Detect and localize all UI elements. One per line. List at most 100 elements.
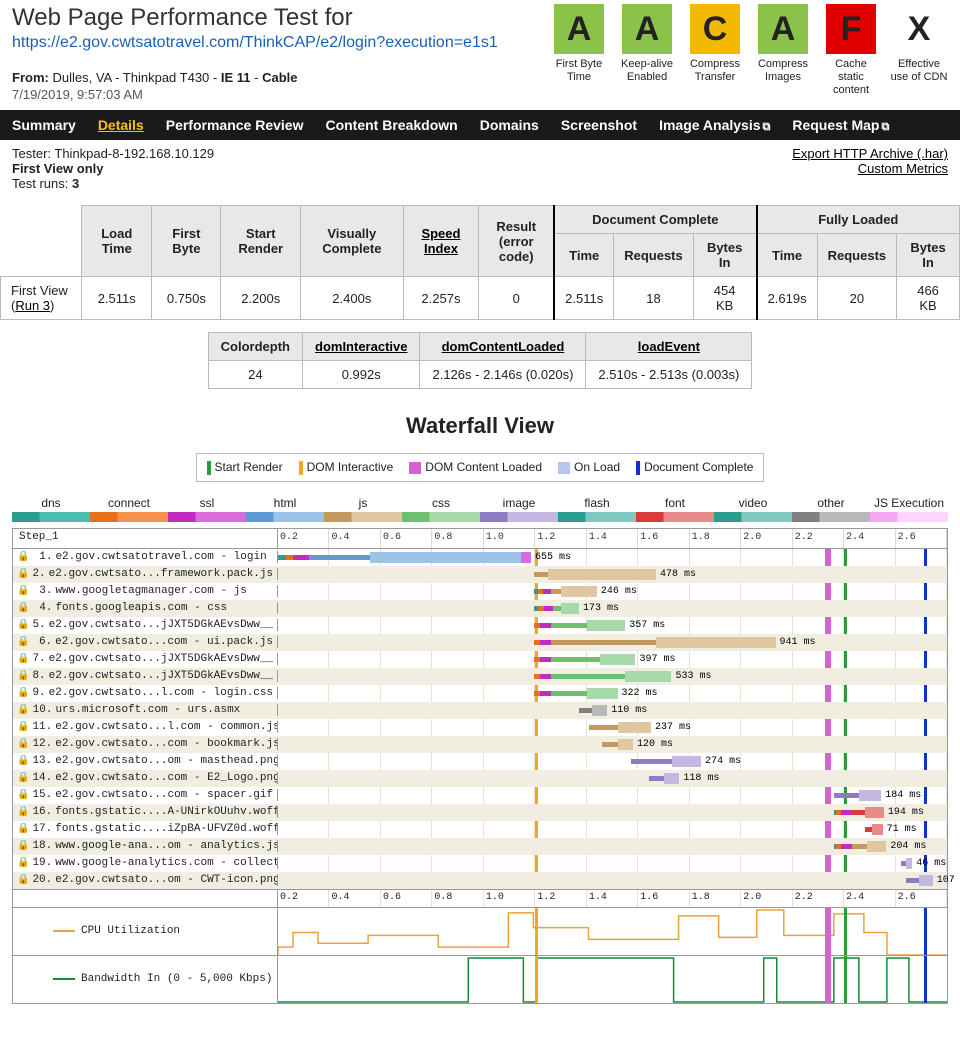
wf-segment: [370, 552, 520, 563]
dom-col: Colordepth: [208, 333, 302, 361]
wf-segment: [548, 569, 656, 580]
nav-performance-review[interactable]: Performance Review: [166, 117, 304, 133]
from-line: From: Dulles, VA - Thinkpad T430 - IE 11…: [12, 70, 550, 85]
nav-content-breakdown[interactable]: Content Breakdown: [325, 117, 457, 133]
type-label: ssl: [168, 496, 246, 510]
runs-line: Test runs: 3: [12, 176, 214, 191]
dom-col-link[interactable]: loadEvent: [638, 339, 700, 354]
waterfall-row-label: 🔒14. e2.gov.cwtsato...com - E2_Logo.png: [13, 772, 278, 784]
waterfall-row[interactable]: 🔒19. www.google-analytics.com - collect4…: [13, 855, 947, 872]
from-conn: Cable: [262, 70, 297, 85]
grade-compress-images[interactable]: ACompress Images: [754, 4, 812, 102]
cpu-label: CPU Utilization: [13, 908, 278, 955]
cpu-row: CPU Utilization: [13, 907, 947, 955]
waterfall-row-label: 🔒12. e2.gov.cwtsato...com - bookmark.js: [13, 738, 278, 750]
wf-segment: [625, 671, 671, 682]
waterfall-row[interactable]: 🔒4. fonts.googleapis.com - css173 ms: [13, 600, 947, 617]
nav-summary[interactable]: Summary: [12, 117, 76, 133]
nav-details[interactable]: Details: [98, 117, 144, 133]
dom-stats-wrap: Colordepth domInteractive domContentLoaded…: [0, 332, 960, 389]
grade-label: Effective use of CDN: [890, 58, 948, 84]
waterfall-row[interactable]: 🔒2. e2.gov.cwtsato...framework.pack.js47…: [13, 566, 947, 583]
wf-segment: [872, 824, 882, 835]
type-label: video: [714, 496, 792, 510]
stats-table: Load TimeFirst ByteStart RenderVisually …: [0, 205, 960, 320]
lock-icon: 🔒: [17, 840, 29, 852]
waterfall-row[interactable]: 🔒18. www.google-ana...om - analytics.js 2…: [13, 838, 947, 855]
grade-label: Compress Transfer: [686, 58, 744, 84]
lock-icon: 🔒: [17, 602, 29, 614]
wf-segment: [278, 555, 286, 560]
waterfall-row-label: 🔒8. e2.gov.cwtsato...jJXT5DGkAEvsDww__: [13, 670, 278, 682]
lock-icon: 🔒: [17, 636, 29, 648]
wf-segment: [286, 555, 294, 560]
type-label: image: [480, 496, 558, 510]
waterfall-row[interactable]: 🔒15. e2.gov.cwtsato...com - spacer.gif18…: [13, 787, 947, 804]
test-url-link[interactable]: https://e2.gov.cwtsatotravel.com/ThinkCA…: [12, 34, 498, 51]
wf-duration: 246 ms: [601, 586, 637, 597]
wf-segment: [551, 640, 656, 645]
wf-segment: [551, 674, 626, 679]
waterfall-row[interactable]: 🔒11. e2.gov.cwtsato...l.com - common.js2…: [13, 719, 947, 736]
doc-complete-hdr: Document Complete: [554, 206, 756, 234]
from-location: Dulles, VA - Thinkpad T430: [52, 70, 209, 85]
wf-segment: [841, 844, 851, 849]
waterfall-row[interactable]: 🔒10. urs.microsoft.com - urs.asmx110 ms: [13, 702, 947, 719]
wf-segment: [544, 606, 553, 611]
wf-segment: [589, 725, 617, 730]
type-ssl: ssl: [168, 496, 246, 522]
waterfall-row[interactable]: 🔒6. e2.gov.cwtsato...com - ui.pack.js941…: [13, 634, 947, 651]
run-link[interactable]: Run 3: [15, 298, 50, 313]
dom-col-link[interactable]: domContentLoaded: [442, 339, 565, 354]
wf-segment: [672, 756, 702, 767]
type-other: other: [792, 496, 870, 522]
legend-dom-interactive: DOM Interactive: [299, 460, 394, 475]
wf-duration: 204 ms: [890, 841, 926, 852]
nav-screenshot[interactable]: Screenshot: [561, 117, 637, 133]
nav-domains[interactable]: Domains: [480, 117, 539, 133]
grade-compress-transfer[interactable]: CCompress Transfer: [686, 4, 744, 102]
waterfall-row[interactable]: 🔒1. e2.gov.cwtsatotravel.com - login655 …: [13, 549, 947, 566]
grade-label: Cache static content: [822, 58, 880, 98]
tick: 1.8: [690, 529, 741, 548]
grade-keep-alive-enabled[interactable]: AKeep-alive Enabled: [618, 4, 676, 102]
nav-request-map[interactable]: Request Map⧉: [792, 117, 889, 134]
grade-label: Keep-alive Enabled: [618, 58, 676, 84]
wf-segment: [618, 739, 633, 750]
waterfall-row[interactable]: 🔒14. e2.gov.cwtsato...com - E2_Logo.png1…: [13, 770, 947, 787]
nav-image-analysis[interactable]: Image Analysis⧉: [659, 117, 770, 134]
wf-segment: [551, 623, 587, 628]
waterfall-row[interactable]: 🔒13. e2.gov.cwtsato...om - masthead.png2…: [13, 753, 947, 770]
stats-col: Requests: [817, 234, 897, 277]
waterfall-row[interactable]: 🔒3. www.googletagmanager.com - js246 ms: [13, 583, 947, 600]
wf-segment: [919, 875, 933, 886]
waterfall-row[interactable]: 🔒8. e2.gov.cwtsato...jJXT5DGkAEvsDww__53…: [13, 668, 947, 685]
speed-index-link[interactable]: Speed Index: [421, 226, 460, 256]
grade-first-byte-time[interactable]: AFirst Byte Time: [550, 4, 608, 102]
waterfall-row[interactable]: 🔒20. e2.gov.cwtsato...om - CWT-icon.png1…: [13, 872, 947, 889]
legend-dom-content-loaded: DOM Content Loaded: [409, 460, 542, 474]
waterfall-row-label: 🔒18. www.google-ana...om - analytics.js: [13, 840, 278, 852]
stats-cell: 2.619s: [757, 277, 818, 320]
export-har-link[interactable]: Export HTTP Archive (.har): [792, 146, 948, 161]
waterfall-row[interactable]: 🔒16. fonts.gstatic....A-UNirkOUuhv.woff1…: [13, 804, 947, 821]
waterfall-row[interactable]: 🔒7. e2.gov.cwtsato...jJXT5DGkAEvsDww__39…: [13, 651, 947, 668]
waterfall-row[interactable]: 🔒9. e2.gov.cwtsato...l.com - login.css32…: [13, 685, 947, 702]
tick: 0.2: [278, 529, 329, 548]
legend-swatch: [558, 462, 570, 474]
wf-duration: 184 ms: [885, 790, 921, 801]
grade-effective-use-of-cdn[interactable]: XEffective use of CDN: [890, 4, 948, 102]
waterfall-row[interactable]: 🔒12. e2.gov.cwtsato...com - bookmark.js1…: [13, 736, 947, 753]
custom-metrics-link[interactable]: Custom Metrics: [792, 161, 948, 176]
type-swatch: [402, 512, 480, 522]
subhead-left: Tester: Thinkpad-8-192.168.10.129 First …: [12, 146, 214, 191]
wf-segment: [587, 620, 626, 631]
dom-col-link[interactable]: domInteractive: [315, 339, 407, 354]
wf-segment: [852, 844, 867, 849]
waterfall-row[interactable]: 🔒17. fonts.gstatic....iZpBA-UFVZ0d.woff7…: [13, 821, 947, 838]
wf-segment: [309, 555, 371, 560]
waterfall-row[interactable]: 🔒5. e2.gov.cwtsato...jJXT5DGkAEvsDww__35…: [13, 617, 947, 634]
grade-cache-static-content[interactable]: FCache static content: [822, 4, 880, 102]
wf-segment: [534, 572, 548, 577]
lock-icon: 🔒: [17, 687, 29, 699]
